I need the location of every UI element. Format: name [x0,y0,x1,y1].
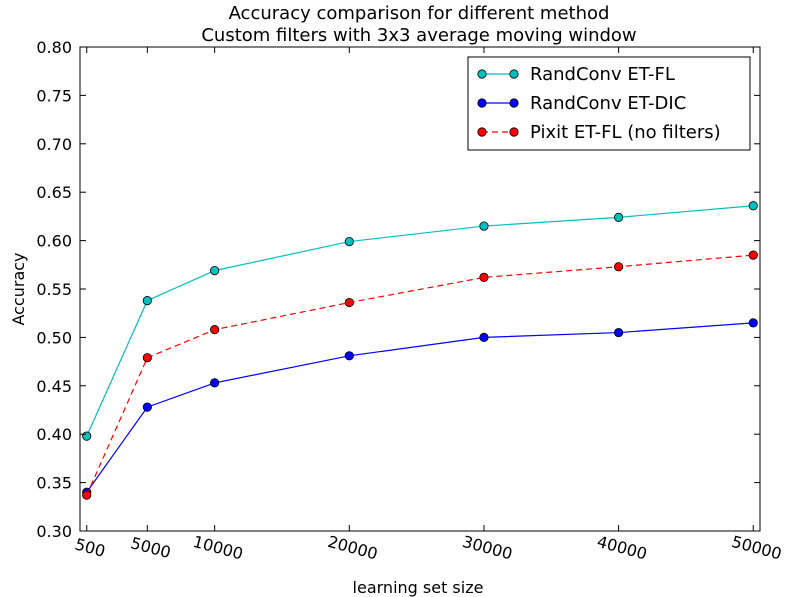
y-tick-label: 0.55 [36,280,72,299]
data-point [748,201,758,211]
legend-marker [509,69,519,79]
y-tick-label: 0.35 [36,474,72,493]
series-3 [82,250,758,500]
data-point [748,250,758,260]
legend: RandConv ET-FL RandConv ET-DIC Pixit ET-FL… [467,56,751,151]
legend-marker [477,98,487,108]
legend-item: Pixit ET-FL (no filters) [477,122,721,143]
data-point [614,262,624,272]
y-tick-label: 0.30 [36,522,72,541]
data-point [210,266,220,276]
data-point [82,490,92,500]
y-tick-label: 0.65 [36,183,72,202]
legend-label: RandConv ET-FL [530,64,675,85]
chart-title: Accuracy comparison for different method [229,3,610,24]
data-point [344,236,354,247]
data-point [479,332,489,342]
series-1 [82,201,758,441]
data-point [344,297,354,308]
y-tick-label: 0.45 [36,377,72,396]
y-tick-label: 0.70 [36,135,72,154]
legend-label: Pixit ET-FL (no filters) [530,122,721,143]
legend-item: RandConv ET-DIC [477,93,686,114]
data-point [344,351,354,361]
data-point [614,212,624,222]
legend-marker [509,127,519,137]
y-axis: 0.30 0.35 0.40 0.45 0.50 0.55 0.60 0.65 0.70 0.75… [36,38,760,541]
data-point [748,318,758,328]
legend-marker [477,127,487,137]
y-tick-label: 0.60 [36,232,72,251]
legend-label: RandConv ET-DIC [530,93,686,114]
y-tick-label: 0.50 [36,328,72,347]
data-point [142,402,152,412]
legend-marker [477,69,487,79]
data-point [142,353,152,363]
plot-area [82,201,758,500]
data-point [82,431,92,441]
legend-item: RandConv ET-FL [477,64,675,85]
data-point [479,272,489,282]
data-point [479,221,489,231]
legend-marker [509,98,519,108]
data-point [210,325,220,335]
data-point [614,327,624,338]
data-point [142,296,152,306]
x-axis-label: learning set size [353,578,484,597]
y-tick-label: 0.40 [36,425,72,444]
y-tick-label: 0.75 [36,86,72,105]
data-point [210,378,220,388]
chart-subtitle: Custom filters with 3x3 average moving w… [201,25,636,46]
y-tick-label: 0.80 [36,38,72,57]
y-axis-label: Accuracy [9,252,28,325]
